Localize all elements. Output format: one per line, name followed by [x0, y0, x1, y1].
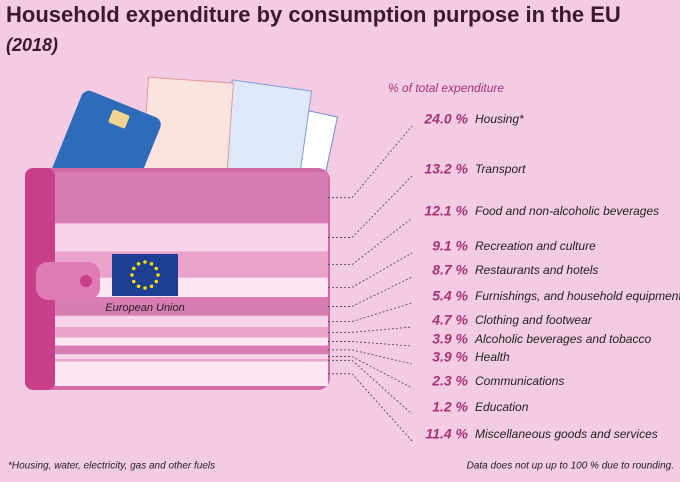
value-label: 1.2 %: [432, 399, 468, 415]
category-label: Restaurants and hotels: [475, 263, 598, 277]
star: [131, 279, 136, 284]
leader-line: [328, 341, 413, 347]
band: [55, 172, 328, 224]
band: [55, 251, 328, 278]
axis-label: % of total expenditure: [388, 81, 504, 95]
star: [143, 286, 147, 290]
category-label: Miscellaneous goods and services: [475, 427, 658, 441]
band: [55, 354, 328, 360]
leader-line: [328, 217, 413, 266]
wallet-strap: [25, 168, 178, 390]
category-label: Housing*: [475, 112, 524, 126]
value-label: 11.4 %: [425, 426, 468, 442]
star: [131, 266, 136, 271]
category-label: Food and non-alcoholic beverages: [475, 204, 659, 218]
band: [55, 337, 328, 346]
leader-line: [328, 276, 413, 307]
category-label: Communications: [475, 374, 564, 388]
eu-stars: [130, 260, 160, 290]
leader-line: [328, 373, 413, 442]
value-label: 24.0 %: [423, 111, 468, 127]
leader-line: [328, 356, 413, 389]
chart-subtitle: (2018): [6, 35, 58, 55]
star: [136, 261, 141, 266]
band: [55, 297, 328, 316]
band: [55, 359, 328, 362]
category-label: Transport: [475, 162, 526, 176]
leader-line: [328, 302, 413, 322]
value-label: 12.1 %: [424, 203, 468, 219]
chart-title: Household expenditure by consumption pur…: [6, 2, 621, 27]
value-label: 5.4 %: [432, 288, 468, 304]
band: [55, 345, 328, 355]
wallet-label: European Union: [105, 302, 185, 314]
value-label: 9.1 %: [432, 238, 468, 254]
star: [130, 273, 134, 277]
star: [154, 266, 159, 271]
category-label: Health: [475, 350, 510, 364]
band: [55, 361, 328, 386]
star: [143, 260, 147, 264]
value-label: 8.7 %: [432, 262, 468, 278]
value-label: 3.9 %: [432, 331, 468, 347]
category-label: Alcoholic beverages and tobacco: [474, 332, 651, 346]
category-label: Furnishings, and household equipment: [475, 289, 680, 303]
star: [136, 284, 141, 289]
band: [55, 223, 328, 252]
star: [149, 261, 154, 266]
star: [154, 279, 159, 284]
band: [55, 315, 328, 328]
category-label: Clothing and footwear: [475, 313, 593, 327]
value-label: 2.3 %: [431, 373, 468, 389]
leader-line: [328, 125, 413, 199]
leader-line: [328, 252, 413, 288]
band: [55, 327, 328, 338]
footnote: *Housing, water, electricity, gas and ot…: [8, 461, 215, 472]
leader-line: [328, 359, 413, 415]
leader-line: [328, 326, 413, 333]
star: [149, 284, 154, 289]
value-label: 3.9 %: [432, 349, 468, 365]
category-label: Recreation and culture: [475, 239, 596, 253]
value-label: 4.7 %: [431, 312, 468, 328]
category-label: Education: [475, 400, 529, 414]
leader-line: [328, 349, 413, 365]
star: [156, 273, 160, 277]
value-label: 13.2 %: [424, 161, 468, 177]
note: Data does not up up to 100 % due to roun…: [467, 461, 674, 472]
leader-line: [328, 175, 413, 238]
